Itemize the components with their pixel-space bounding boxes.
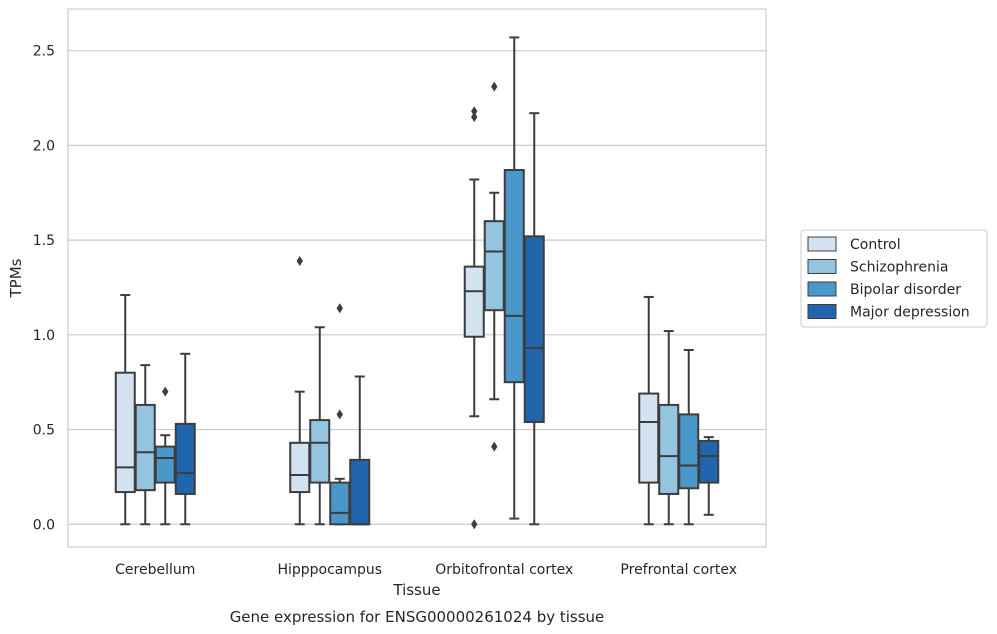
y-tick-label: 0.5 (33, 423, 55, 439)
iqr-box (174, 422, 196, 495)
box-major-depression (174, 352, 196, 526)
legend-frame (800, 229, 988, 328)
iqr-box (134, 403, 156, 492)
iqr-box (289, 441, 311, 494)
outlier-point (471, 111, 478, 122)
legend-swatch (807, 281, 837, 297)
box-control (463, 106, 485, 530)
iqr-box (698, 439, 720, 484)
iqr-box (503, 169, 525, 384)
y-tick-label: 2.5 (33, 44, 55, 60)
y-axis-ticks: 0.0 0.5 1.0 1.5 2.0 2.5 (33, 44, 55, 534)
iqr-box (678, 413, 700, 490)
legend: Control Schizophrenia Bipolar disorder Majo… (800, 229, 988, 328)
outlier-point (471, 519, 478, 530)
x-tick-label: Hipppocampus (277, 562, 382, 578)
box-major-depression (349, 375, 371, 526)
legend-swatch (807, 259, 837, 274)
outlier-point (491, 81, 498, 92)
box-control (289, 255, 311, 526)
iqr-box (483, 220, 505, 312)
box-bipolar-disorder (503, 36, 525, 520)
legend-label: Major depression (850, 305, 970, 321)
iqr-box (658, 403, 680, 495)
y-tick-label: 1.0 (33, 328, 55, 344)
outlier-point (336, 409, 343, 420)
legend-swatch (807, 304, 837, 319)
y-tick-label: 1.5 (33, 233, 55, 249)
iqr-box (154, 445, 176, 484)
chart-caption: Gene expression for ENSG00000261024 by t… (230, 608, 605, 626)
outlier-point (296, 255, 303, 266)
legend-swatch (807, 236, 837, 252)
box-schizophrenia (483, 81, 505, 452)
x-tick-label: Orbitofrontal cortex (435, 562, 573, 578)
iqr-box (463, 265, 485, 338)
y-axis-title: TPMs (7, 258, 25, 298)
legend-label: Schizophrenia (850, 260, 948, 276)
outlier-point (162, 386, 169, 397)
box-major-depression (698, 436, 720, 516)
x-tick-label: Prefrontal cortex (620, 562, 737, 578)
outlier-point (471, 106, 478, 117)
iqr-box (114, 371, 136, 494)
iqr-box (329, 481, 351, 526)
box-control (638, 295, 660, 526)
outlier-point (491, 441, 498, 452)
box-groups (114, 36, 720, 530)
y-tick-label: 0.0 (33, 517, 55, 533)
box-schizophrenia (309, 326, 331, 526)
legend-label: Control (850, 237, 901, 253)
plot-frame (67, 8, 767, 548)
legend-label: Bipolar disorder (850, 282, 961, 298)
x-axis-ticks: Cerebellum Hipppocampus Orbitofrontal cort… (115, 562, 737, 578)
iqr-box (309, 419, 331, 484)
box-schizophrenia (658, 330, 680, 526)
iqr-box (349, 458, 371, 526)
box-major-depression (523, 112, 545, 526)
iqr-box (523, 235, 545, 423)
y-tick-label: 2.0 (33, 138, 55, 154)
x-axis-title: Tissue (392, 581, 440, 599)
x-tick-label: Cerebellum (115, 562, 195, 578)
iqr-box (638, 392, 660, 484)
outlier-point (336, 303, 343, 314)
